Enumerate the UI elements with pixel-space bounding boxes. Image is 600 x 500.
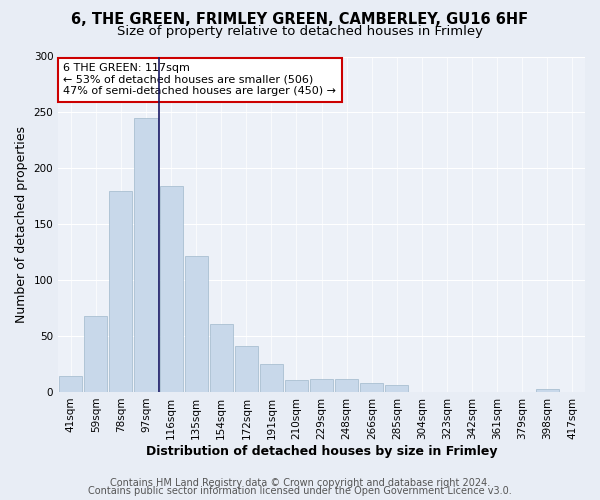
Y-axis label: Number of detached properties: Number of detached properties (15, 126, 28, 322)
Bar (335, 378, 358, 392)
Bar (260, 364, 283, 392)
Text: 6, THE GREEN, FRIMLEY GREEN, CAMBERLEY, GU16 6HF: 6, THE GREEN, FRIMLEY GREEN, CAMBERLEY, … (71, 12, 529, 28)
Bar (109, 190, 133, 392)
Bar (185, 256, 208, 392)
Bar (285, 380, 308, 392)
Bar (235, 346, 258, 392)
Bar (160, 186, 182, 392)
Bar (84, 316, 107, 392)
Text: Size of property relative to detached houses in Frimley: Size of property relative to detached ho… (117, 25, 483, 38)
Bar (385, 385, 409, 392)
Bar (209, 324, 233, 392)
Text: Contains HM Land Registry data © Crown copyright and database right 2024.: Contains HM Land Registry data © Crown c… (110, 478, 490, 488)
Bar (360, 383, 383, 392)
Bar (134, 118, 158, 392)
Bar (310, 378, 333, 392)
Bar (59, 376, 82, 392)
X-axis label: Distribution of detached houses by size in Frimley: Distribution of detached houses by size … (146, 444, 497, 458)
Bar (536, 388, 559, 392)
Text: 6 THE GREEN: 117sqm
← 53% of detached houses are smaller (506)
47% of semi-detac: 6 THE GREEN: 117sqm ← 53% of detached ho… (64, 63, 337, 96)
Text: Contains public sector information licensed under the Open Government Licence v3: Contains public sector information licen… (88, 486, 512, 496)
